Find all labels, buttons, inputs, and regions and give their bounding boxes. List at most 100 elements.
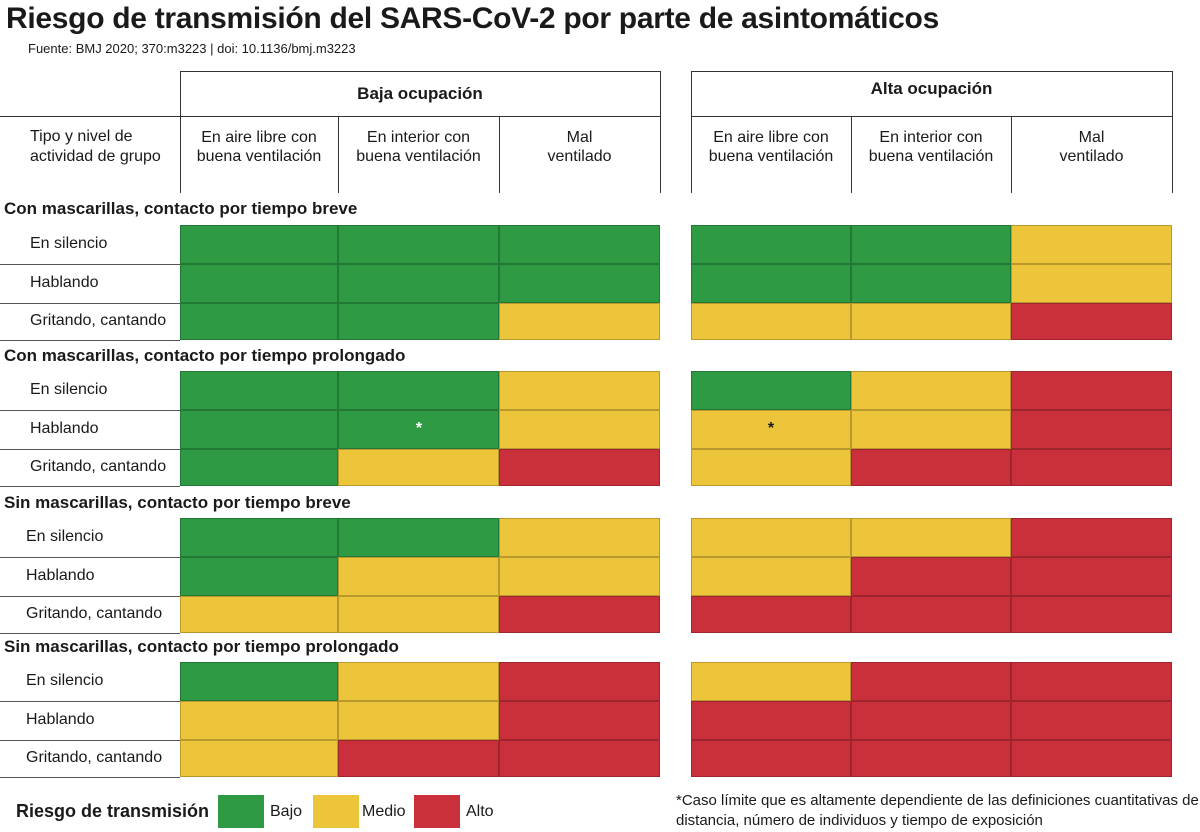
column-header: En aire libre con buena ventilación (691, 128, 851, 166)
heatmap-cell (180, 371, 338, 410)
row-label: Gritando, cantando (30, 458, 167, 475)
legend-swatch-medio (313, 795, 359, 828)
heatmap-cell (180, 518, 338, 557)
row-label: Hablando (30, 274, 99, 291)
row-rule (0, 486, 180, 487)
heatmap-cell (338, 264, 499, 303)
heatmap-cell (499, 225, 660, 264)
heatmap-cell (1011, 371, 1172, 410)
legend-label: Bajo (270, 803, 303, 820)
heatmap-cell (180, 303, 338, 340)
heatmap-cell (851, 557, 1011, 596)
row-rule (0, 596, 180, 597)
heatmap-cell (691, 596, 851, 633)
header-rule (180, 116, 660, 117)
column-header-line: En aire libre con (713, 129, 829, 146)
header-divider (338, 116, 339, 193)
heatmap-cell (499, 557, 660, 596)
heatmap-cell (691, 303, 851, 340)
heatmap-cell (180, 264, 338, 303)
heatmap-cell (1011, 225, 1172, 264)
heatmap-cell (499, 596, 660, 633)
row-type-header-line: actividad de grupo (30, 148, 161, 165)
heatmap-cell (691, 410, 851, 449)
heatmap-cell (180, 596, 338, 633)
legend-label: Alto (466, 803, 494, 820)
row-type-header-line: Tipo y nivel de (30, 128, 133, 145)
legend-swatch-bajo (218, 795, 264, 828)
heatmap-cell (499, 410, 660, 449)
row-rule (0, 410, 180, 411)
heatmap-cell (180, 225, 338, 264)
row-type-header: Tipo y nivel de actividad de grupo (30, 127, 161, 167)
legend-swatch-alto (414, 795, 460, 828)
heatmap-cell (499, 264, 660, 303)
column-header: Mal ventilado (499, 128, 660, 166)
heatmap-cell (499, 740, 660, 777)
heatmap-cell (691, 264, 851, 303)
column-header-line: buena ventilación (196, 148, 322, 165)
chart-title: Riesgo de transmisión del SARS-CoV-2 por… (6, 2, 939, 35)
row-rule (0, 633, 180, 634)
source-citation: Fuente: BMJ 2020; 370:m3223 | doi: 10.11… (28, 41, 356, 56)
row-label: En silencio (26, 672, 104, 689)
heatmap-cell (180, 410, 338, 449)
heatmap-cell (338, 662, 499, 701)
heatmap-cell (499, 303, 660, 340)
heatmap-cell (851, 264, 1011, 303)
heatmap-cell (851, 740, 1011, 777)
column-header-line: ventilado (547, 148, 612, 165)
column-header: En interior con buena ventilación (338, 128, 499, 166)
row-rule (0, 340, 180, 341)
row-rule (0, 740, 180, 741)
heatmap-cell (691, 518, 851, 557)
heatmap-cell (338, 701, 499, 740)
heatmap-cell (338, 596, 499, 633)
row-label: Gritando, cantando (30, 312, 167, 329)
heatmap-cell (851, 303, 1011, 340)
heatmap-cell (691, 701, 851, 740)
heatmap-cell (691, 371, 851, 410)
column-header-line: ventilado (1059, 148, 1124, 165)
heatmap-cell (338, 225, 499, 264)
row-rule (0, 303, 180, 304)
heatmap-cell (338, 518, 499, 557)
heatmap-cell (851, 518, 1011, 557)
legend-label: Medio (362, 803, 406, 820)
heatmap-cell (499, 662, 660, 701)
heatmap-cell (499, 371, 660, 410)
row-label: En silencio (30, 235, 108, 252)
header-rule (691, 116, 1172, 117)
row-label: En silencio (30, 381, 108, 398)
heatmap-cell (691, 662, 851, 701)
column-header-line: buena ventilación (708, 148, 834, 165)
row-label: Gritando, cantando (26, 605, 163, 622)
heatmap-cell (1011, 303, 1172, 340)
column-header: En interior con buena ventilación (851, 128, 1011, 166)
heatmap-cell (691, 225, 851, 264)
heatmap-cell (180, 449, 338, 486)
header-divider (1172, 71, 1173, 193)
heatmap-cell (1011, 662, 1172, 701)
heatmap-cell (338, 740, 499, 777)
heatmap-cell (338, 449, 499, 486)
column-group-label: Alta ocupación (870, 79, 993, 98)
row-rule (0, 777, 180, 778)
heatmap-cell (851, 225, 1011, 264)
heatmap-cell (338, 303, 499, 340)
section-title: Con mascarillas, contacto por tiempo pro… (4, 346, 406, 365)
header-divider (660, 71, 661, 193)
column-group-label: Baja ocupación (357, 84, 483, 103)
row-rule (0, 264, 180, 265)
header-divider (1011, 116, 1012, 193)
row-label: Hablando (26, 567, 95, 584)
row-label: Hablando (26, 711, 95, 728)
heatmap-cell (499, 701, 660, 740)
heatmap-cell (499, 449, 660, 486)
heatmap-cell (851, 662, 1011, 701)
heatmap-cell (851, 371, 1011, 410)
column-header-line: Mal (566, 129, 593, 146)
heatmap-cell (180, 701, 338, 740)
header-divider (851, 116, 852, 193)
heatmap-cell (851, 596, 1011, 633)
